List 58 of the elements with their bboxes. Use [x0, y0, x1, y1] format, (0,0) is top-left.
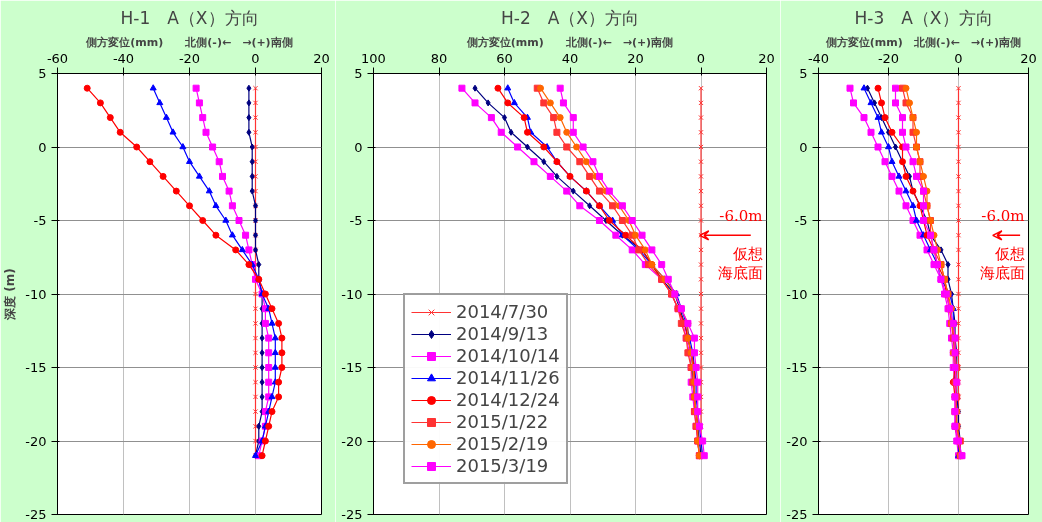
y-tick-label: -5 [349, 213, 363, 228]
x-tick-label: 40 [561, 50, 579, 66]
y-axis-title: 深度 (m) [3, 268, 18, 321]
y-tick-label: -25 [786, 507, 808, 522]
legend-label: 2014/7/30 [456, 301, 549, 322]
y-tick-label: -20 [25, 433, 47, 449]
y-tick-label: -10 [25, 286, 47, 302]
legend-label: 2015/3/19 [456, 455, 549, 476]
legend-label: 2014/9/13 [456, 323, 549, 344]
y-tick-label: -15 [341, 360, 363, 375]
y-tick-label: -25 [25, 507, 47, 522]
x-tick-label: 20 [627, 50, 644, 66]
y-tick-label: 5 [38, 66, 47, 81]
annotation: -6.0m [719, 207, 763, 226]
annotation: -6.0m [981, 207, 1025, 226]
x-tick-label: 80 [430, 50, 448, 66]
x-tick-label: 0 [954, 50, 963, 66]
y-tick-label: -5 [794, 213, 808, 228]
x-tick-label: -60 [46, 50, 69, 66]
x-axis-title: 側方変位(mm) 北側(-)← →(+)南側 [85, 35, 293, 49]
legend-label: 2014/11/26 [456, 367, 560, 388]
y-tick-label: -20 [341, 433, 363, 449]
annotation: 仮想 [731, 245, 763, 264]
y-tick-label: 5 [799, 66, 808, 81]
y-tick-label: -20 [786, 433, 808, 449]
x-tick-label: 20 [758, 50, 775, 66]
legend-label: 2015/2/19 [456, 433, 549, 454]
annotation: 海底面 [979, 264, 1025, 283]
legend-label: 2015/1/22 [456, 411, 549, 432]
y-tick-label: 0 [354, 139, 363, 155]
y-tick-label: -10 [341, 286, 363, 302]
x-tick-label: 0 [696, 50, 706, 66]
annotation: 海底面 [717, 264, 763, 283]
y-tick-label: -10 [786, 286, 808, 302]
chart-title: H-2 A（X）方向 [501, 7, 640, 28]
legend-label: 2014/10/14 [456, 345, 560, 366]
x-tick-label: 20 [1020, 50, 1037, 66]
x-tick-label: -40 [807, 50, 830, 66]
annotation: 仮想 [993, 245, 1025, 264]
y-tick-label: 0 [799, 139, 808, 155]
x-axis-title: 側方変位(mm) 北側(-)← →(+)南側 [465, 35, 674, 49]
y-tick-label: 5 [354, 66, 363, 81]
y-tick-label: -15 [786, 360, 808, 375]
x-tick-label: 100 [361, 50, 386, 66]
legend-label: 2014/12/24 [456, 389, 560, 410]
y-tick-label: -15 [25, 360, 47, 375]
x-tick-label: 0 [251, 50, 260, 66]
x-axis-title: 側方変位(mm) 北側(-)← →(+)南側 [824, 35, 1022, 49]
x-tick-label: 60 [496, 50, 513, 66]
x-tick-label: 20 [313, 50, 330, 66]
y-tick-label: -5 [33, 213, 47, 228]
x-tick-label: -20 [877, 50, 900, 66]
chart-title: H-3 A（X）方向 [854, 7, 993, 28]
chart-title: H-1 A（X）方向 [120, 7, 259, 28]
x-tick-label: -40 [112, 50, 135, 66]
y-tick-label: -25 [341, 507, 363, 522]
y-tick-label: 0 [38, 139, 47, 155]
x-tick-label: -20 [178, 50, 201, 66]
